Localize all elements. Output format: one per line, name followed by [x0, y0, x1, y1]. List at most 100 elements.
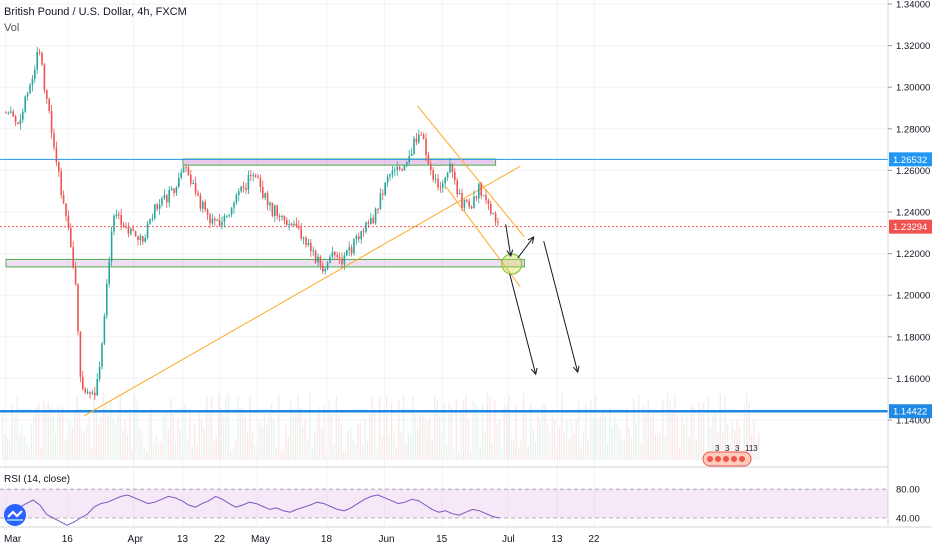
volume-bar [174, 441, 177, 460]
volume-bar [309, 392, 311, 460]
candle-body [29, 85, 31, 94]
rsi-label[interactable]: RSI (14, close) [4, 474, 71, 485]
volume-bar [417, 429, 419, 460]
candle-body [358, 235, 360, 240]
volume-bar [710, 426, 712, 460]
x-tick-label: Mar [4, 534, 22, 545]
volume-bar [510, 439, 513, 460]
candle-body [7, 112, 10, 114]
volume-bar [294, 414, 297, 460]
volume-bar [23, 436, 25, 460]
volume-bar [357, 423, 359, 460]
candle-body [487, 200, 490, 204]
volume-bar [148, 413, 150, 460]
x-tick-label: Apr [128, 534, 144, 545]
rsi-band [0, 489, 888, 518]
volume-bar [482, 403, 484, 460]
volume-bar [698, 401, 700, 460]
volume-bar [263, 413, 265, 460]
candle-body [415, 138, 418, 143]
price-label-text: 1.23294 [893, 222, 927, 233]
price-label-box [889, 219, 932, 234]
volume-bar [472, 400, 474, 460]
volume-bar [318, 406, 321, 460]
tradingview-logo-icon[interactable] [4, 504, 26, 526]
candle-body [151, 218, 154, 220]
volume-bar [297, 394, 299, 460]
volume-bar [18, 434, 21, 460]
candle-body [470, 206, 473, 209]
volume-bar [755, 449, 757, 460]
volume-bar [453, 449, 455, 460]
volume-label[interactable]: Vol [4, 22, 20, 34]
candle-body [118, 214, 120, 216]
volume-bar [474, 403, 477, 460]
volume-bar [556, 447, 558, 460]
volume-bar [534, 440, 537, 460]
chart-title[interactable]: British Pound / U.S. Dollar, 4h, FXCM [4, 6, 187, 18]
x-tick-label: 13 [551, 534, 563, 545]
volume-bar [98, 423, 100, 460]
candle-body [312, 250, 314, 252]
volume-bar [246, 433, 249, 460]
volume-bar [273, 421, 275, 460]
volume-bar [338, 415, 340, 460]
candle-body [67, 215, 70, 228]
volume-bar [621, 438, 623, 460]
candle-body [250, 174, 252, 176]
candle-body [456, 180, 458, 195]
candle-body [398, 166, 401, 170]
x-tick-label: 13 [177, 534, 189, 545]
candle-body [269, 202, 271, 206]
volume-bar [602, 410, 604, 460]
volume-bar [371, 397, 373, 460]
x-tick-label: Jun [379, 534, 395, 545]
candle-body [173, 188, 175, 193]
event-badges: 3 3 3 113 [702, 444, 758, 467]
volume-bar [470, 449, 472, 460]
candle-body [317, 256, 319, 263]
candle-body [418, 134, 420, 143]
volume-bar [366, 440, 369, 460]
candle-body [403, 165, 406, 171]
candle-body [55, 147, 58, 163]
candle-body [86, 392, 89, 394]
candle-body [5, 112, 7, 114]
volume-bar [210, 397, 213, 460]
candle-body [341, 258, 343, 265]
candle-body [437, 178, 439, 188]
x-tick-label: 18 [321, 534, 333, 545]
candle-body [319, 256, 322, 266]
volume-bar [328, 401, 330, 460]
volume-bar [585, 404, 587, 460]
candle-body [247, 174, 250, 191]
candle-body [468, 201, 470, 207]
candle-body [245, 188, 247, 191]
volume-bar [232, 448, 234, 460]
candle-body [293, 223, 295, 226]
volume-bar [614, 417, 616, 460]
candle-body [134, 230, 137, 237]
candle-body [343, 255, 346, 265]
candle-body [91, 392, 94, 394]
candle-body [458, 192, 461, 195]
candle-body [322, 265, 324, 272]
volume-bar [501, 447, 503, 460]
candle-body [235, 194, 238, 203]
volume-bar [412, 396, 414, 460]
candle-body [180, 172, 182, 178]
candle-body [94, 392, 96, 396]
projection-arrow [517, 237, 534, 259]
volume-bar [678, 447, 681, 460]
volume-bar [657, 432, 659, 460]
candle-body [89, 392, 91, 394]
candle-body [259, 178, 262, 187]
volume-bar [270, 403, 273, 460]
candle-body [329, 256, 331, 263]
volume-bar [681, 415, 683, 460]
candle-body [425, 138, 427, 156]
volume-bar [76, 396, 78, 460]
volume-bar [448, 403, 450, 460]
candle-body [197, 192, 199, 196]
candle-body [65, 203, 67, 216]
